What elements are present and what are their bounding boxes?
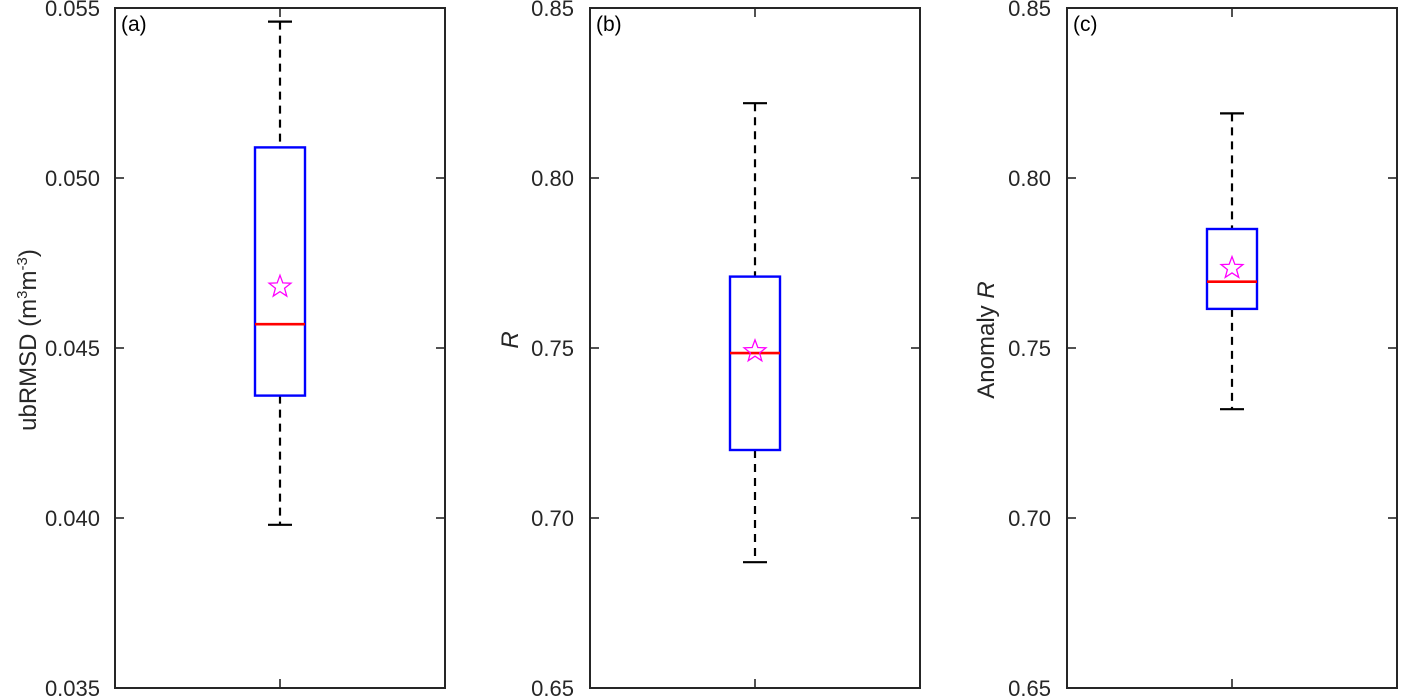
y-tick-label: 0.75 bbox=[1008, 336, 1051, 361]
y-tick-label: 0.050 bbox=[45, 166, 100, 191]
panel-label: (b) bbox=[596, 13, 622, 36]
y-tick-label: 0.035 bbox=[45, 676, 100, 699]
panel-c: 0.65 0.70 0.75 0.80 0.85 (c) Anomaly R bbox=[973, 0, 1398, 699]
y-tick-label: 0.65 bbox=[531, 676, 574, 699]
interquartile-box bbox=[728, 275, 782, 452]
y-tick-label: 0.75 bbox=[531, 336, 574, 361]
y-axis-title: Anomaly R bbox=[973, 281, 1000, 398]
y-axis-title: R bbox=[497, 331, 524, 348]
mean-star-icon bbox=[742, 338, 768, 363]
y-axis-title: ubRMSD (m3m-3) bbox=[14, 249, 42, 431]
interquartile-box bbox=[1205, 227, 1259, 311]
interquartile-box bbox=[253, 146, 307, 397]
y-tick-label: 0.70 bbox=[1008, 506, 1051, 531]
y-tick-label: 0.045 bbox=[45, 336, 100, 361]
y-tick-label: 0.80 bbox=[1008, 166, 1051, 191]
y-tick-label: 0.85 bbox=[1008, 0, 1051, 21]
mean-star-icon bbox=[1219, 254, 1245, 279]
panel-label: (a) bbox=[121, 13, 147, 36]
panel-label: (c) bbox=[1073, 13, 1098, 36]
y-tick-label: 0.70 bbox=[531, 506, 574, 531]
y-tick-label: 0.80 bbox=[531, 166, 574, 191]
panel-b: 0.65 0.70 0.75 0.80 0.85 (b) R bbox=[497, 0, 921, 699]
panel-a: 0.035 0.040 0.045 0.050 0.055 (a) ubRMSD (m3m-… bbox=[14, 0, 446, 699]
plot-frame bbox=[1066, 7, 1398, 689]
y-tick-label: 0.055 bbox=[45, 0, 100, 21]
y-tick-label: 0.040 bbox=[45, 506, 100, 531]
mean-star-icon bbox=[267, 273, 293, 298]
y-tick-label: 0.65 bbox=[1008, 676, 1051, 699]
y-tick-label: 0.85 bbox=[531, 0, 574, 21]
